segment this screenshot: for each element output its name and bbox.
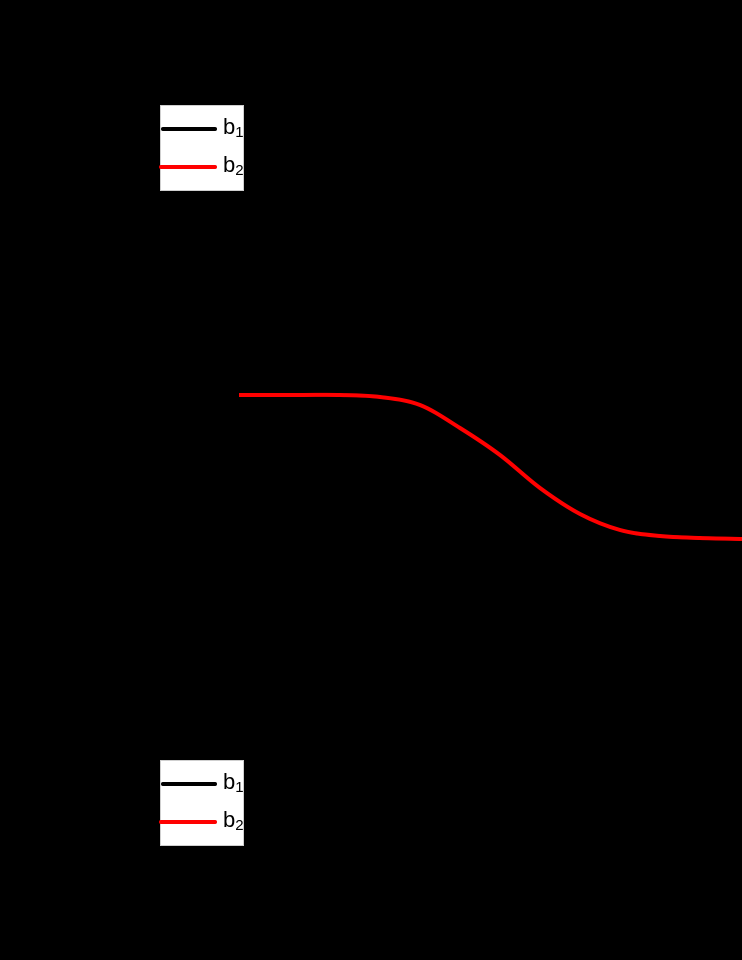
legend-top: b1 b2 bbox=[159, 105, 244, 191]
legend-swatch-b2 bbox=[159, 820, 217, 824]
legend-swatch-b2 bbox=[159, 165, 217, 169]
legend-entry-b1: b1 bbox=[161, 769, 244, 799]
legend-entry-b2: b2 bbox=[159, 152, 244, 182]
series-b2-line bbox=[238, 392, 742, 541]
legend-entry-b2: b2 bbox=[159, 807, 244, 837]
legend-swatch-b1 bbox=[161, 127, 217, 131]
legend-bottom: b1 b2 bbox=[159, 760, 244, 846]
legend-label-b1: b1 bbox=[223, 114, 244, 141]
legend-label-b2: b2 bbox=[223, 152, 244, 179]
legend-label-b1: b1 bbox=[223, 769, 244, 796]
legend-entry-b1: b1 bbox=[161, 114, 244, 144]
legend-label-b2: b2 bbox=[223, 807, 244, 834]
legend-swatch-b1 bbox=[161, 782, 217, 786]
